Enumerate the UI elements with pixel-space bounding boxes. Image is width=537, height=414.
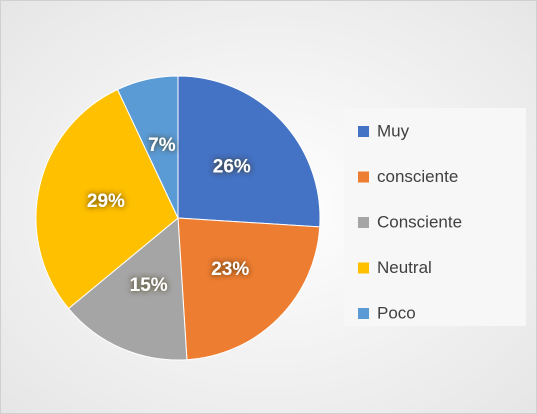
data-label: 7% [148, 135, 176, 156]
legend-label: consciente [377, 167, 458, 186]
data-label: 15% [130, 275, 168, 296]
pie-slice [35, 88, 179, 310]
data-label: 23% [211, 259, 249, 280]
legend-swatch [358, 126, 369, 137]
legend-swatch [358, 308, 369, 319]
legend-label: Consciente [377, 212, 462, 231]
pie-slice [177, 217, 321, 361]
pie-slice [116, 75, 179, 219]
legend-swatch [358, 262, 369, 274]
data-label: 29% [87, 191, 125, 212]
pie-slice [67, 216, 188, 361]
data-label: 26% [213, 156, 251, 177]
pie-slice [177, 75, 321, 228]
legend-label: Poco [377, 303, 416, 322]
legend-box [344, 108, 526, 326]
legend-swatch [358, 217, 369, 228]
legend-swatch [358, 171, 369, 183]
legend-label: Neutral [377, 258, 432, 277]
legend-label: Muy [377, 121, 410, 140]
